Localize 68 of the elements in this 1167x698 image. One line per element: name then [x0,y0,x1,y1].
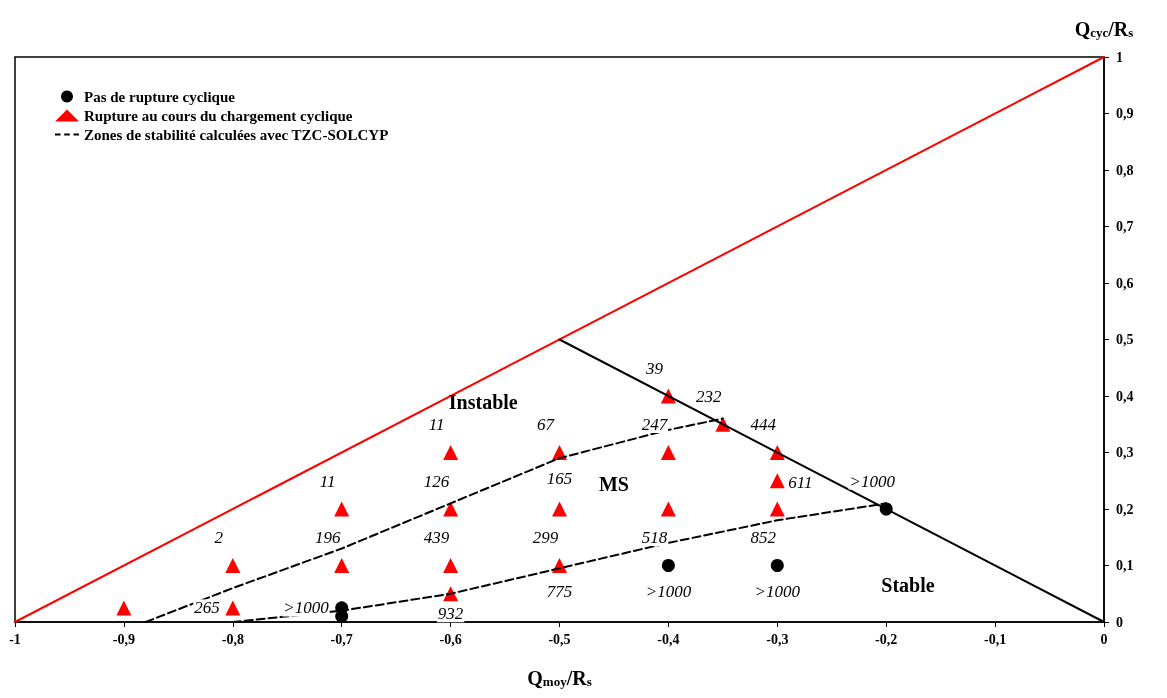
annotation: >1000 [283,598,330,618]
point [116,600,132,616]
x-tick-label: 0 [1100,631,1108,647]
x-axis-title: Qmoy/Rs [527,666,592,689]
annotation: 852 [750,528,777,547]
y-tick-label: 0,2 [1116,501,1134,517]
legend-label: Zones de stabilité calculées avec TZC-SOLCYP [84,126,389,143]
annotation: 518 [641,528,668,547]
x-tick-label: -0,6 [439,631,462,647]
annotation: 196 [314,528,341,547]
annotation: >1000 [754,582,801,601]
annotation: 11 [428,415,445,434]
y-tick-label: 0,9 [1116,106,1134,121]
point [225,558,241,573]
annotation: >1000 [849,471,896,491]
annotation: Instable [448,390,518,413]
annotation: 444 [750,415,777,434]
point [660,501,676,517]
y-tick-label: 0,7 [1116,219,1134,234]
point [443,501,459,517]
y-axis-title: Qcyc/Rs [1074,17,1134,40]
annotation: 439 [423,528,450,547]
y-tick-label: 0,8 [1116,162,1134,178]
annotation: 39 [644,358,664,378]
annotation: 232 [696,386,723,406]
annotation: 611 [788,473,813,493]
x-tick-label: -0,7 [330,631,353,647]
annotation: 247 [641,415,669,434]
point [225,600,241,616]
y-tick-label: 0 [1116,614,1123,630]
point [769,473,785,489]
x-tick-label: -0,1 [984,631,1007,647]
point [334,558,350,573]
annotation: 126 [423,471,450,491]
point [770,559,784,572]
annotation: 299 [532,528,559,547]
y-tick-label: 0,4 [1116,388,1134,404]
annotation: 11 [319,471,336,491]
y-tick-label: 0,3 [1116,445,1134,460]
legend-label: Pas de rupture cyclique [84,88,236,105]
x-tick-label: -0,2 [875,631,898,647]
legend-label: Rupture au cours du chargement cyclique [84,107,353,124]
x-tick-label: -0,3 [766,631,789,647]
x-tick-label: -1 [9,631,21,647]
x-tick-label: -0,4 [657,631,680,647]
point [661,559,675,572]
annotation: 67 [537,415,556,434]
annotation: MS [598,472,629,495]
annotation: Stable [881,574,935,597]
y-tick-label: 1 [1116,49,1123,65]
point [334,501,350,517]
y-tick-label: 0,6 [1116,275,1134,291]
x-tick-label: -0,9 [112,631,135,647]
point [552,501,567,517]
point [443,558,459,573]
point [769,501,785,517]
annotation: 165 [546,469,573,488]
x-tick-label: -0,5 [548,631,571,647]
annotation: 775 [546,582,573,601]
x-tick-label: -0,8 [221,631,244,647]
annotation: 265 [194,598,220,618]
annotation: 2 [214,528,224,547]
annotation: >1000 [645,582,692,601]
point [443,445,459,460]
y-tick-label: 0,1 [1116,558,1134,573]
point [660,445,676,460]
annotation: 932 [437,604,464,624]
y-tick-label: 0,5 [1116,332,1134,347]
